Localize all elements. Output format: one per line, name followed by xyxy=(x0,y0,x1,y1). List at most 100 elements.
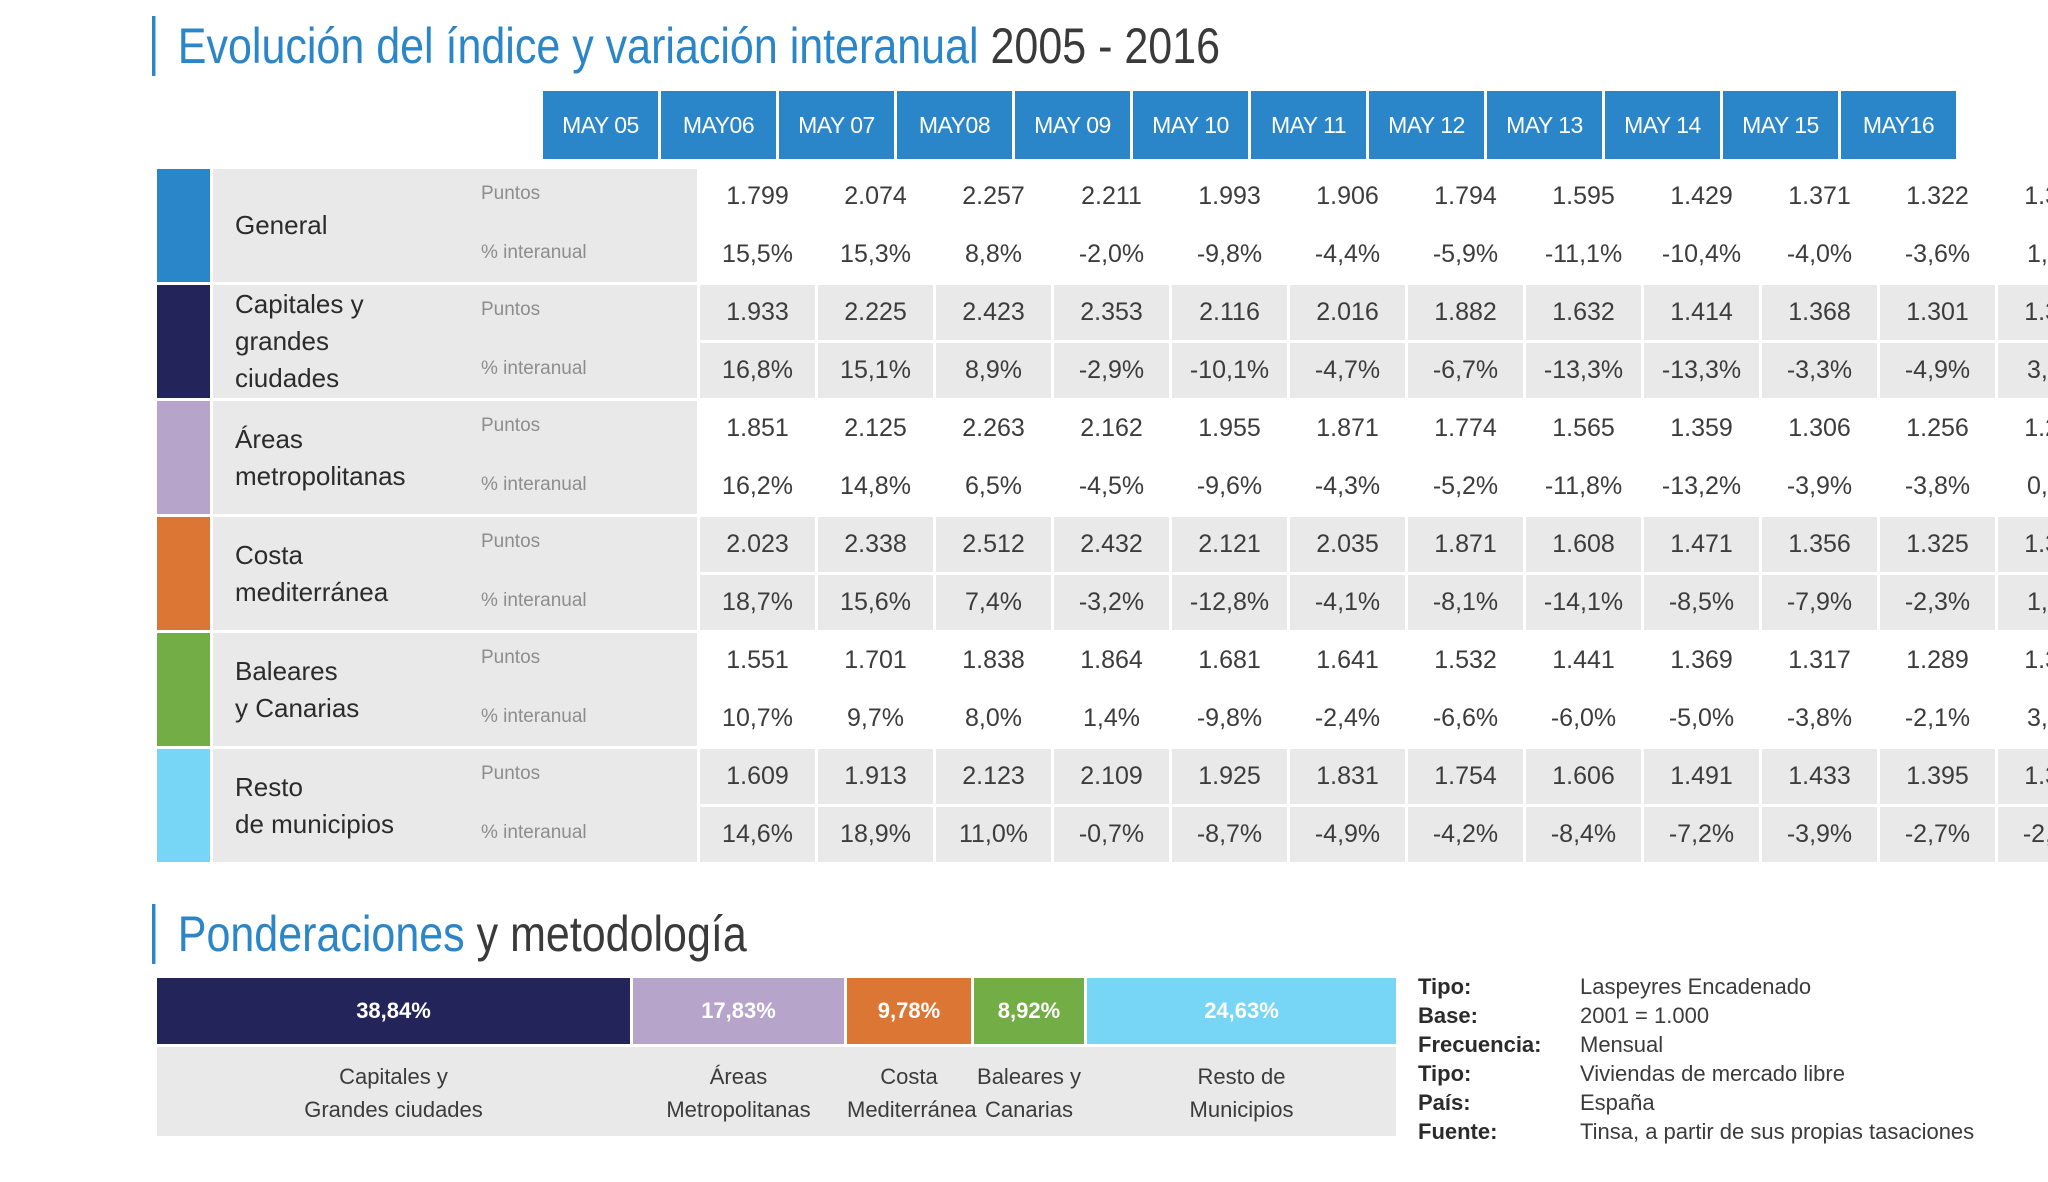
month-header: MAY06 xyxy=(661,91,776,159)
puntos-cell: 1.289 xyxy=(1906,646,1969,674)
month-header: MAY 14 xyxy=(1605,91,1720,159)
group-label-cell: Costa mediterránea Puntos % interanual xyxy=(213,517,697,630)
interanual-cell: 15,3% xyxy=(840,240,911,268)
interanual-cell: -8,4% xyxy=(1526,807,1641,862)
group-color-swatch xyxy=(157,517,210,630)
section-title-blue: Ponderaciones xyxy=(177,906,465,962)
section-title: Ponderaciones y metodología xyxy=(152,904,747,964)
interanual-row: 10,7% 9,7% 8,0% 1,4% -9,8% -2,4% -6,6% -6,0% -5,… xyxy=(700,691,2048,746)
puntos-cell: 1.339 xyxy=(2024,182,2048,210)
weight-segment: 38,84% xyxy=(157,978,630,1044)
interanual-cell: 6,5% xyxy=(965,472,1022,500)
puntos-cell: 2.263 xyxy=(962,414,1025,442)
weight-segment: 17,83% xyxy=(633,978,844,1044)
interanual-cell: 8,8% xyxy=(965,240,1022,268)
puntos-cell: 1.317 xyxy=(1788,646,1851,674)
table-group: Baleares y Canarias Puntos % interanual 1.5… xyxy=(157,633,2048,746)
methodology-key: Base: xyxy=(1418,1003,1478,1028)
puntos-cell: 2.353 xyxy=(1054,285,1169,340)
puntos-cell: 1.325 xyxy=(1880,517,1995,572)
puntos-cell: 1.565 xyxy=(1552,414,1615,442)
interanual-cell: -4,0% xyxy=(1786,240,1853,268)
puntos-cell: 1.441 xyxy=(1552,646,1615,674)
interanual-cell: -8,5% xyxy=(1644,575,1759,630)
puntos-cell: 1.491 xyxy=(1644,749,1759,804)
puntos-cell: 1.774 xyxy=(1434,414,1497,442)
methodology-value: Laspeyres Encadenado xyxy=(1580,974,1812,999)
puntos-label: Puntos xyxy=(481,299,541,320)
puntos-row: 2.023 2.338 2.512 2.432 2.121 2.035 1.871 1.608… xyxy=(700,517,2048,572)
puntos-cell: 2.123 xyxy=(936,749,1051,804)
puntos-cell: 2.116 xyxy=(1172,285,1287,340)
puntos-cell: 2.016 xyxy=(1290,285,1405,340)
index-table: General Puntos % interanual 1.799 2.074 2.257… xyxy=(157,169,2048,865)
puntos-cell: 2.257 xyxy=(962,182,1025,210)
interanual-label: % interanual xyxy=(481,474,587,495)
puntos-cell: 1.371 xyxy=(1788,182,1851,210)
puntos-cell: 1.360 xyxy=(1998,749,2048,804)
interanual-cell: -13,3% xyxy=(1526,343,1641,398)
group-color-swatch xyxy=(157,401,210,514)
group-name: Baleares y Canarias xyxy=(235,655,360,723)
puntos-cell: 1.871 xyxy=(1316,414,1379,442)
main-title-blue: Evolución del índice y variación interan… xyxy=(177,18,979,74)
methodology-key: Fuente: xyxy=(1418,1119,1498,1144)
weight-segment: 8,92% xyxy=(974,978,1084,1044)
puntos-cell: 2.125 xyxy=(844,414,907,442)
month-header: MAY 12 xyxy=(1369,91,1484,159)
table-group: Resto de municipios Puntos % interanual 1.6… xyxy=(157,749,2048,862)
puntos-label: Puntos xyxy=(481,647,541,668)
puntos-cell: 2.035 xyxy=(1290,517,1405,572)
methodology-key: Tipo: xyxy=(1418,974,1472,999)
interanual-row: 16,8% 15,1% 8,9% -2,9% -10,1% -4,7% -6,7% -13,3… xyxy=(700,343,2048,398)
interanual-row: 18,7% 15,6% 7,4% -3,2% -12,8% -4,1% -8,1% -14,1… xyxy=(700,575,2048,630)
interanual-label: % interanual xyxy=(481,358,587,379)
interanual-cell: -4,7% xyxy=(1290,343,1405,398)
interanual-cell: -0,7% xyxy=(1054,807,1169,862)
puntos-cell: 2.211 xyxy=(1081,182,1142,210)
interanual-cell: -8,7% xyxy=(1172,807,1287,862)
interanual-cell: -4,3% xyxy=(1314,472,1381,500)
methodology-row: Tipo: Laspeyres Encadenado xyxy=(1418,972,1974,1001)
interanual-cell: -5,2% xyxy=(1432,472,1499,500)
puntos-cell: 1.368 xyxy=(1762,285,1877,340)
interanual-cell: -2,1% xyxy=(1904,704,1971,732)
month-header: MAY 07 xyxy=(779,91,894,159)
month-header: MAY 10 xyxy=(1133,91,1248,159)
puntos-cell: 1.831 xyxy=(1290,749,1405,804)
month-header: MAY 15 xyxy=(1723,91,1838,159)
interanual-cell: 3,5% xyxy=(2027,704,2048,732)
interanual-cell: -2,4% xyxy=(1314,704,1381,732)
puntos-cell: 1.471 xyxy=(1644,517,1759,572)
puntos-cell: 1.356 xyxy=(1762,517,1877,572)
puntos-cell: 1.799 xyxy=(726,182,789,210)
puntos-cell: 1.551 xyxy=(726,646,789,674)
puntos-cell: 1.609 xyxy=(700,749,815,804)
puntos-cell: 1.266 xyxy=(2024,414,2048,442)
group-label-cell: Áreas metropolitanas Puntos % interanual xyxy=(213,401,697,514)
interanual-cell: -3,9% xyxy=(1762,807,1877,862)
interanual-cell: 16,2% xyxy=(722,472,793,500)
puntos-cell: 1.906 xyxy=(1316,182,1379,210)
interanual-cell: -11,1% xyxy=(1544,240,1623,268)
puntos-cell: 2.109 xyxy=(1054,749,1169,804)
group-color-swatch xyxy=(157,633,210,746)
puntos-cell: 1.322 xyxy=(1906,182,1969,210)
interanual-cell: -10,1% xyxy=(1172,343,1287,398)
weight-segment: 9,78% xyxy=(847,978,971,1044)
month-header: MAY 13 xyxy=(1487,91,1602,159)
puntos-label: Puntos xyxy=(481,531,541,552)
methodology-key: País: xyxy=(1418,1090,1471,1115)
interanual-cell: 7,4% xyxy=(936,575,1051,630)
table-group: General Puntos % interanual 1.799 2.074 2.257… xyxy=(157,169,2048,282)
main-title: Evolución del índice y variación interan… xyxy=(152,16,1220,76)
weight-label: Costa Mediterránea xyxy=(847,1064,977,1122)
puntos-cell: 1.681 xyxy=(1198,646,1261,674)
puntos-cell: 1.369 xyxy=(1670,646,1733,674)
puntos-cell: 2.432 xyxy=(1054,517,1169,572)
puntos-cell: 2.121 xyxy=(1172,517,1287,572)
puntos-cell: 1.429 xyxy=(1670,182,1733,210)
interanual-cell: -14,1% xyxy=(1526,575,1641,630)
interanual-label: % interanual xyxy=(481,590,587,611)
interanual-cell: 0,7% xyxy=(2027,472,2048,500)
